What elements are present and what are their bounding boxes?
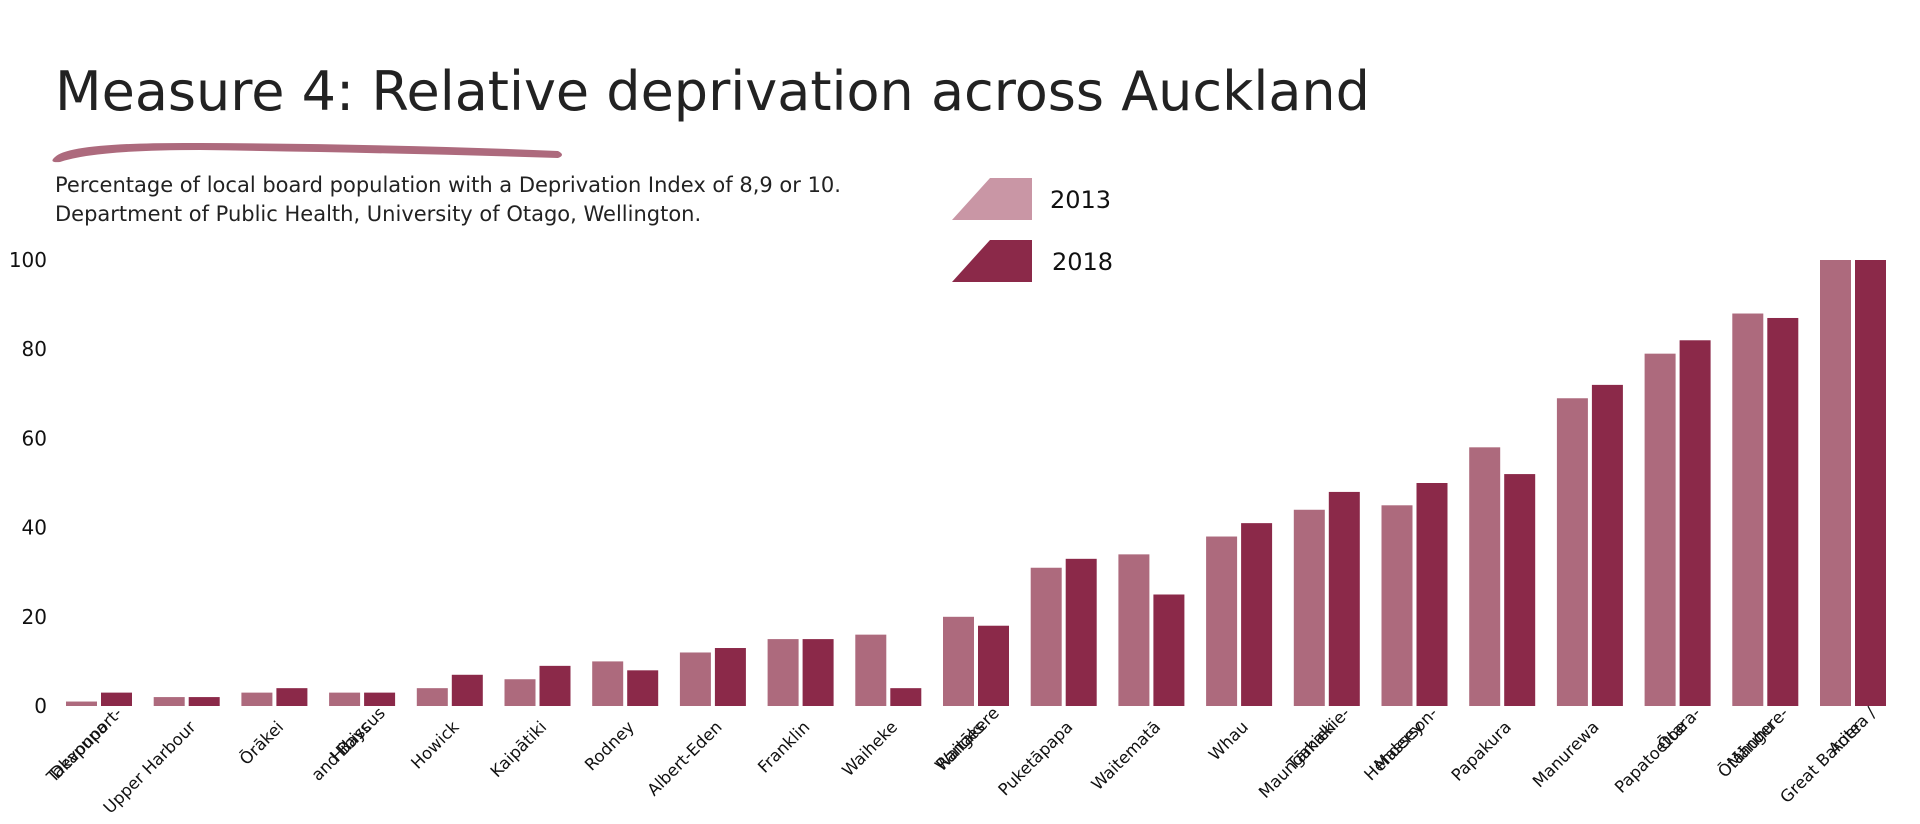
y-tick-label-80: 80 bbox=[22, 337, 47, 361]
bar-2018-13 bbox=[1241, 523, 1273, 706]
bar-2018-1 bbox=[188, 697, 220, 706]
chart-subtitle-line-2: Department of Public Health, University … bbox=[55, 202, 701, 226]
x-category-label-18-1: Papatoetoe bbox=[1611, 717, 1690, 796]
x-category-label-13-0: Whau bbox=[1205, 717, 1252, 764]
bar-2013-5 bbox=[504, 679, 536, 706]
bar-2018-9 bbox=[890, 688, 922, 706]
y-tick-label-0: 0 bbox=[34, 694, 47, 718]
y-tick-label-60: 60 bbox=[22, 426, 47, 450]
x-category-label-17-0: Manurewa bbox=[1529, 717, 1603, 791]
bar-2018-14 bbox=[1328, 491, 1360, 706]
bar-2018-2 bbox=[276, 688, 308, 706]
bar-2018-17 bbox=[1591, 384, 1623, 706]
bar-2018-16 bbox=[1504, 474, 1536, 706]
legend-label-2018: 2018 bbox=[1052, 248, 1113, 276]
bar-2013-16 bbox=[1469, 447, 1501, 706]
y-axis: 0 20 40 60 80 100 bbox=[9, 248, 47, 718]
bar-2018-7 bbox=[714, 648, 746, 706]
bar-2013-10 bbox=[943, 616, 974, 706]
bar-2013-9 bbox=[855, 634, 887, 706]
bar-2013-17 bbox=[1556, 398, 1588, 706]
bars bbox=[66, 260, 1886, 706]
bar-2018-15 bbox=[1416, 483, 1448, 706]
bar-2013-3 bbox=[329, 692, 361, 706]
bar-2013-18 bbox=[1644, 353, 1676, 706]
bar-2018-3 bbox=[364, 692, 396, 706]
x-category-label-9-0: Waiheke bbox=[838, 717, 901, 780]
bar-2013-7 bbox=[679, 652, 711, 706]
y-tick-label-100: 100 bbox=[9, 248, 47, 272]
chart-subtitle-line-1: Percentage of local board population wit… bbox=[55, 173, 841, 197]
bar-2013-1 bbox=[153, 697, 185, 706]
bar-2013-2 bbox=[241, 692, 273, 706]
bar-2013-8 bbox=[767, 639, 799, 706]
x-category-label-20-1: Great Barrier bbox=[1776, 717, 1866, 807]
bar-2013-20 bbox=[1820, 260, 1851, 706]
bar-2018-19 bbox=[1767, 317, 1799, 706]
bar-2013-6 bbox=[592, 661, 624, 706]
x-category-label-8-0: Franklin bbox=[754, 717, 813, 776]
x-category-label-16-0: Papakura bbox=[1448, 717, 1515, 784]
legend-swatch-2018 bbox=[952, 240, 1032, 282]
bar-2013-19 bbox=[1732, 313, 1764, 706]
bar-2013-13 bbox=[1206, 536, 1238, 706]
bar-2018-5 bbox=[539, 665, 571, 706]
bar-2013-11 bbox=[1030, 567, 1062, 706]
x-category-label-4-0: Howick bbox=[407, 717, 463, 773]
bar-2013-12 bbox=[1118, 554, 1150, 706]
bar-2013-4 bbox=[416, 688, 448, 706]
y-tick-label-40: 40 bbox=[22, 516, 47, 540]
x-category-label-14-1: Tāmaki bbox=[1283, 717, 1340, 774]
bar-2013-15 bbox=[1381, 505, 1413, 706]
bar-2013-0 bbox=[66, 701, 97, 706]
bar-2018-0 bbox=[101, 692, 132, 706]
bar-2018-20 bbox=[1855, 260, 1886, 706]
x-category-label-3-1: and Bays bbox=[308, 717, 375, 784]
bar-2018-12 bbox=[1153, 594, 1185, 706]
x-category-label-10-1: Ranges bbox=[932, 717, 989, 774]
x-category-label-12-0: Waitematā bbox=[1088, 717, 1165, 794]
legend-label-2013: 2013 bbox=[1050, 186, 1111, 214]
x-category-label-0-1: Takapuna bbox=[42, 717, 112, 787]
legend-swatch-2013 bbox=[952, 178, 1032, 220]
legend: 2013 2018 bbox=[952, 178, 1113, 282]
bar-2018-11 bbox=[1065, 558, 1097, 706]
x-category-label-19-1: Ōtāhuhu bbox=[1714, 717, 1778, 781]
bar-2018-4 bbox=[451, 674, 483, 706]
chart-title: Measure 4: Relative deprivation across A… bbox=[55, 60, 1370, 123]
x-category-label-6-0: Rodney bbox=[581, 717, 638, 774]
title-underline-brush bbox=[52, 142, 562, 163]
bar-2018-18 bbox=[1679, 340, 1711, 706]
x-category-label-1-0: Upper Harbour bbox=[100, 717, 200, 817]
bar-2018-10 bbox=[978, 625, 1009, 706]
y-tick-label-20: 20 bbox=[22, 605, 47, 629]
bar-2013-14 bbox=[1293, 509, 1325, 706]
bar-2018-8 bbox=[802, 639, 834, 706]
x-category-label-2-0: Ōrākei bbox=[236, 717, 287, 768]
x-category-label-11-0: Puketāpapa bbox=[995, 717, 1077, 799]
x-category-label-5-0: Kaipātiki bbox=[487, 717, 551, 781]
x-category-label-15-1: Massey bbox=[1370, 717, 1427, 774]
bar-2018-6 bbox=[627, 670, 659, 706]
x-category-label-7-0: Albert-Eden bbox=[644, 717, 726, 799]
